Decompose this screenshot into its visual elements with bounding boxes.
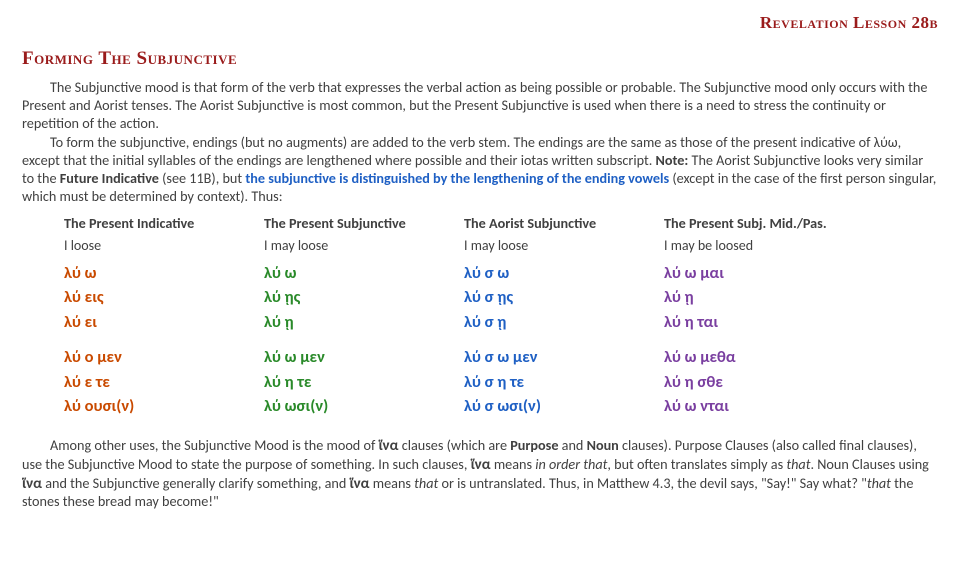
conjugation-grid: The Present IndicativeI looseλύ ωλύ ειςλ…: [64, 215, 938, 429]
future-indicative-label: Future Indicative: [60, 169, 159, 187]
pl-block-2: λύ σ ω μενλύ σ η τελύ σ ωσι(ν): [464, 345, 664, 419]
f-l: and the Subjunctive generally clarify so…: [42, 474, 350, 492]
that-1: that: [786, 455, 810, 473]
pl-2-2: λύ σ ωσι(ν): [464, 394, 664, 419]
sg-3-0: λύ ω μαι: [664, 261, 884, 286]
page-heading: Forming The Subjunctive: [22, 47, 938, 71]
pl-block-3: λύ ω μεθαλύ η σθελύ ω νται: [664, 345, 884, 419]
purpose-label: Purpose: [510, 436, 558, 454]
pl-1-2: λύ ωσι(ν): [264, 394, 464, 419]
note-label: Note:: [656, 151, 689, 169]
sg-1-0: λύ ω: [264, 261, 464, 286]
pl-3-2: λύ ω νται: [664, 394, 884, 419]
noun-label: Noun: [587, 436, 619, 454]
that-3: that: [867, 474, 891, 492]
sg-2-1: λύ σ ῃς: [464, 285, 664, 310]
col-head-2: The Aorist Subjunctive: [464, 215, 664, 233]
sg-1-1: λύ ῃς: [264, 285, 464, 310]
sg-0-2: λύ ει: [64, 310, 264, 335]
col-gloss-1: I may loose: [264, 237, 464, 255]
pl-2-0: λύ σ ω μεν: [464, 345, 664, 370]
sg-1-2: λύ ῃ: [264, 310, 464, 335]
sg-block-3: λύ ω μαιλύ ῃλύ η ται: [664, 261, 884, 335]
sg-3-2: λύ η ται: [664, 310, 884, 335]
sg-block-2: λύ σ ωλύ σ ῃςλύ σ ῃ: [464, 261, 664, 335]
grid-col-2: The Aorist SubjunctiveI may looseλύ σ ωλ…: [464, 215, 664, 429]
col-gloss-0: I loose: [64, 237, 264, 255]
lesson-tag: Revelation Lesson 28b: [22, 12, 938, 33]
sg-3-1: λύ ῃ: [664, 285, 884, 310]
pl-3-0: λύ ω μεθα: [664, 345, 884, 370]
pl-2-1: λύ σ η τε: [464, 370, 664, 395]
f-k: . Noun Clauses using: [810, 455, 928, 473]
sg-0-0: λύ ω: [64, 261, 264, 286]
f-a: Among other uses, the Subjunctive Mood i…: [50, 436, 378, 454]
pl-block-0: λύ ο μενλύ ε τελύ ουσι(ν): [64, 345, 264, 419]
sg-2-0: λύ σ ω: [464, 261, 664, 286]
subjunctive-distinguish: the subjunctive is distinguished by the …: [245, 169, 669, 187]
p2-d: (see 11B), but: [159, 169, 245, 187]
pl-0-1: λύ ε τε: [64, 370, 264, 395]
f-d: and: [558, 436, 586, 454]
hina-3: ἵνα: [22, 475, 42, 493]
grid-col-1: The Present SubjunctiveI may looseλύ ωλύ…: [264, 215, 464, 429]
that-2: that: [414, 474, 438, 492]
pl-0-2: λύ ουσι(ν): [64, 394, 264, 419]
hina-4: ἵνα: [350, 475, 370, 493]
col-head-1: The Present Subjunctive: [264, 215, 464, 233]
sg-0-1: λύ εις: [64, 285, 264, 310]
intro-paragraph-2: To form the subjunctive, endings (but no…: [22, 134, 938, 205]
col-head-0: The Present Indicative: [64, 215, 264, 233]
hina-2: ἵνα: [471, 456, 491, 474]
in-order-that: in order that: [535, 455, 607, 473]
pl-0-0: λύ ο μεν: [64, 345, 264, 370]
pl-3-1: λύ η σθε: [664, 370, 884, 395]
sg-block-0: λύ ωλύ ειςλύ ει: [64, 261, 264, 335]
f-i: , but often translates simply as: [607, 455, 786, 473]
f-m: means: [370, 474, 415, 492]
pl-1-0: λύ ω μεν: [264, 345, 464, 370]
grid-col-3: The Present Subj. Mid./Pas. I may be loos…: [664, 215, 884, 429]
f-b: clauses (which are: [399, 436, 511, 454]
footer-paragraph: Among other uses, the Subjunctive Mood i…: [22, 437, 938, 511]
intro-paragraph-1: The Subjunctive mood is that form of the…: [22, 79, 938, 132]
col-head-3: The Present Subj. Mid./Pas.: [664, 215, 884, 233]
sg-2-2: λύ σ ῃ: [464, 310, 664, 335]
sg-block-1: λύ ωλύ ῃςλύ ῃ: [264, 261, 464, 335]
hina-1: ἵνα: [378, 437, 398, 455]
f-o: or is untranslated. Thus, in Matthew 4.3…: [438, 474, 867, 492]
f-g: means: [491, 455, 536, 473]
grid-col-0: The Present IndicativeI looseλύ ωλύ ειςλ…: [64, 215, 264, 429]
col-gloss-3: I may be loosed: [664, 237, 884, 255]
pl-block-1: λύ ω μενλύ η τελύ ωσι(ν): [264, 345, 464, 419]
col-gloss-2: I may loose: [464, 237, 664, 255]
pl-1-1: λύ η τε: [264, 370, 464, 395]
